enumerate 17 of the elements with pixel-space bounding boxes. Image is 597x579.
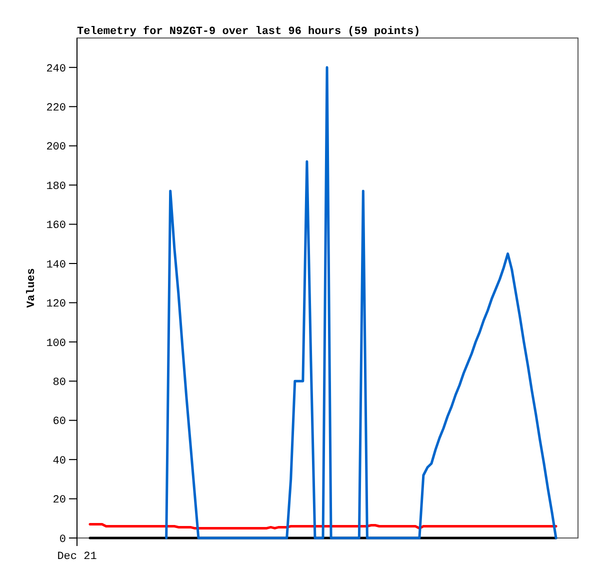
- y-tick-label: 40: [52, 455, 66, 468]
- y-tick-label: 20: [52, 494, 66, 507]
- y-tick-label: 220: [46, 102, 66, 114]
- text: Dec 21: [57, 551, 98, 563]
- line-series: [165, 66, 558, 540]
- y-tick-label: 200: [46, 142, 66, 154]
- y-tick-label: 80: [52, 376, 66, 389]
- y-tick-label: 160: [46, 220, 66, 232]
- y-tick-label: 180: [46, 180, 66, 193]
- y-tick-label: 120: [46, 298, 66, 311]
- y-axis-title: Values: [26, 268, 38, 308]
- y-tick-label: 60: [52, 416, 66, 428]
- y-tick-label: 100: [46, 338, 66, 350]
- chart-title: Telemetry for N9ZGT-9 over last 96 hours (59 points): [77, 25, 420, 38]
- y-tick-label: 240: [46, 63, 66, 76]
- y-tick-label: 140: [46, 259, 66, 272]
- y-tick-label: 0: [59, 534, 66, 546]
